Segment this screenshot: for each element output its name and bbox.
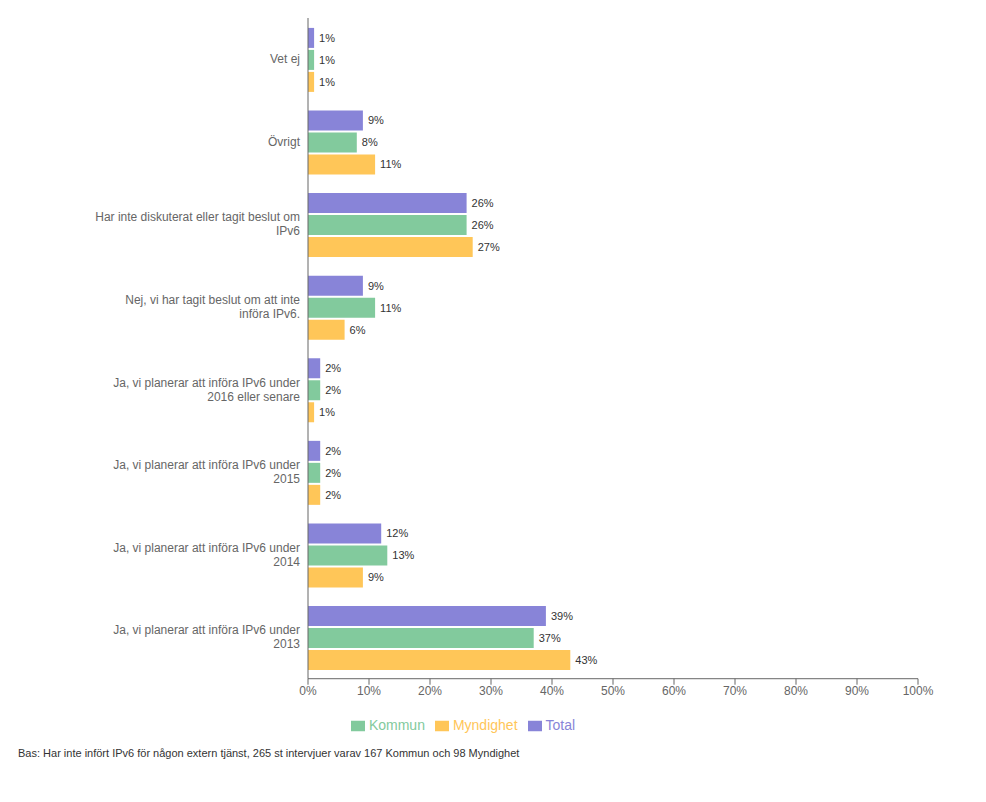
svg-text:2%: 2% xyxy=(325,384,341,396)
svg-text:11%: 11% xyxy=(380,302,401,314)
svg-text:1%: 1% xyxy=(319,76,335,88)
svg-text:Ja, vi planerar att införa IPv: Ja, vi planerar att införa IPv6 under201… xyxy=(113,541,300,569)
html-text:Bas: Har inte infört IPv6 för: Bas: Har inte infört IPv6 för någon exte… xyxy=(18,747,520,759)
svg-text:8%: 8% xyxy=(362,136,378,148)
svg-text:10%: 10% xyxy=(357,684,381,698)
svg-text:Nej, vi har tagit beslut om at: Nej, vi har tagit beslut om att inteinfö… xyxy=(125,293,300,321)
svg-text:1%: 1% xyxy=(319,406,335,418)
svg-text:11%: 11% xyxy=(380,158,401,170)
svg-text:70%: 70% xyxy=(723,684,747,698)
svg-text:30%: 30% xyxy=(479,684,503,698)
svg-text:26%: 26% xyxy=(472,197,494,209)
svg-text:26%: 26% xyxy=(472,219,494,231)
svg-text:1%: 1% xyxy=(319,54,335,66)
svg-text:1%: 1% xyxy=(319,32,335,44)
html-text:Myndighet: Myndighet xyxy=(452,716,518,733)
svg-text:0%: 0% xyxy=(299,684,317,698)
svg-text:2%: 2% xyxy=(325,489,341,501)
svg-text:90%: 90% xyxy=(845,684,869,698)
svg-text:Ja, vi planerar att införa IPv: Ja, vi planerar att införa IPv6 under201… xyxy=(113,376,300,404)
svg-text:2%: 2% xyxy=(325,445,341,457)
svg-text:50%: 50% xyxy=(601,684,625,698)
svg-text:80%: 80% xyxy=(784,684,808,698)
svg-text:100%: 100% xyxy=(903,684,934,698)
svg-text:13%: 13% xyxy=(392,549,414,561)
svg-text:6%: 6% xyxy=(350,324,366,336)
svg-text:43%: 43% xyxy=(575,654,597,666)
svg-text:2%: 2% xyxy=(325,362,341,374)
svg-text:Övrigt: Övrigt xyxy=(268,135,301,149)
svg-text:9%: 9% xyxy=(368,280,384,292)
svg-text:40%: 40% xyxy=(540,684,564,698)
svg-text:60%: 60% xyxy=(662,684,686,698)
svg-text:9%: 9% xyxy=(368,571,384,583)
svg-text:39%: 39% xyxy=(551,610,573,622)
html-text:Total: Total xyxy=(545,716,576,733)
svg-text:9%: 9% xyxy=(368,114,384,126)
svg-text:2%: 2% xyxy=(325,467,341,479)
svg-text:37%: 37% xyxy=(539,632,561,644)
html-text:Kommun: Kommun xyxy=(368,716,425,733)
svg-text:20%: 20% xyxy=(418,684,442,698)
svg-text:Vet ej: Vet ej xyxy=(270,52,300,66)
svg-text:12%: 12% xyxy=(386,527,408,539)
svg-text:Ja, vi planerar att införa IPv: Ja, vi planerar att införa IPv6 under201… xyxy=(113,458,300,486)
svg-text:Har inte diskuterat eller tagi: Har inte diskuterat eller tagit beslut o… xyxy=(95,210,300,238)
svg-text:Ja, vi planerar att införa IPv: Ja, vi planerar att införa IPv6 under201… xyxy=(113,623,300,651)
svg-text:27%: 27% xyxy=(478,241,500,253)
